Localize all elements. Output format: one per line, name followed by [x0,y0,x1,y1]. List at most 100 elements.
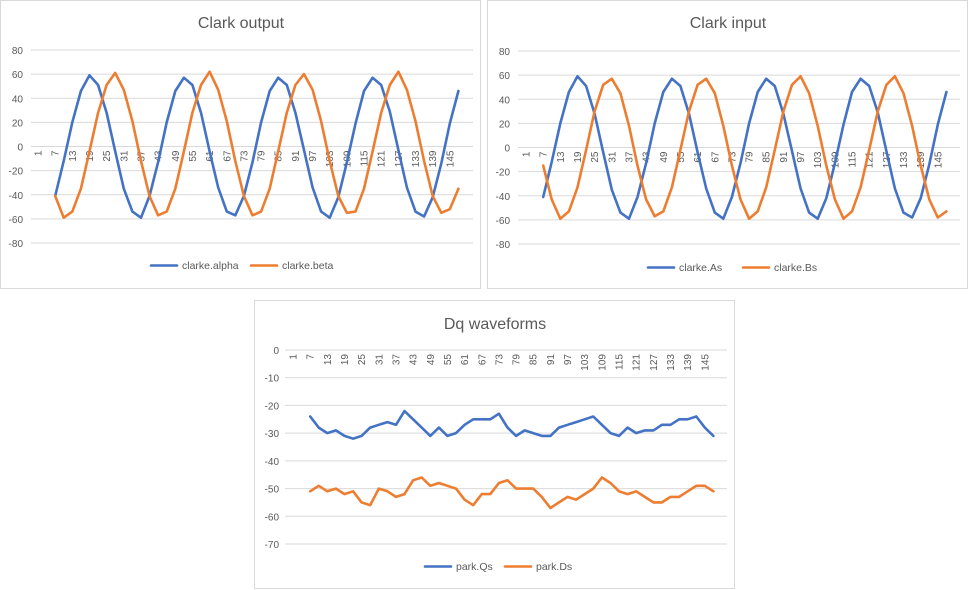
x-tick-label: 67 [710,151,721,163]
y-tick-label: 0 [273,346,279,357]
x-tick-label: 67 [222,150,233,162]
x-tick-label: 145 [933,151,944,168]
x-tick-label: 85 [274,150,285,162]
x-tick-label: 145 [700,354,711,371]
legend-label: park.Qs [456,561,493,573]
y-tick-label: 0 [17,143,23,154]
x-tick-label: 13 [323,354,334,366]
x-tick-label: 55 [676,151,687,163]
y-tick-label: -60 [265,512,280,523]
x-tick-label: 1 [522,151,533,157]
y-tick-label: -70 [265,540,280,551]
series-line-clarke-As [541,75,948,220]
chart-title: Clark input [690,15,767,32]
x-tick-label: 19 [573,151,584,163]
x-tick-label: 73 [239,150,250,162]
x-tick-label: 85 [762,151,773,163]
x-tick-label: 133 [899,151,910,168]
x-tick-label: 31 [607,151,618,163]
x-tick-label: 97 [796,151,807,163]
chart-svg: Clark input 80 60 40 20 0 -20 -40 -60 -80 1 7 13 19 25… [496,15,960,274]
x-tick-label: 25 [102,150,113,162]
x-tick-label: 121 [377,150,388,167]
legend-label: clarke.As [679,262,722,274]
x-tick-label: 79 [257,150,268,162]
x-tick-label: 133 [666,354,677,371]
y-tick-label: 20 [499,119,511,130]
y-tick-label: -40 [265,457,280,468]
x-tick-label: 121 [632,354,643,371]
y-tick-label: 60 [499,71,511,82]
x-tick-label: 37 [391,354,402,366]
series-line-clarke-alpha [53,74,460,219]
x-tick-label: 145 [445,150,456,167]
x-tick-label: 37 [136,150,147,162]
x-tick-label: 139 [428,150,439,167]
x-tick-label: 31 [374,354,385,366]
x-tick-label: 7 [51,150,62,156]
y-tick-label: 80 [12,46,24,57]
y-tick-label: -60 [9,215,24,226]
x-tick-label: 79 [512,354,523,366]
legend-label: park.Ds [536,561,572,573]
y-tick-label: -20 [265,401,280,412]
x-tick-label: 43 [409,354,420,366]
x-tick-label: 7 [539,151,550,157]
y-tick-label: 80 [499,47,511,58]
x-tick-label: 109 [597,354,608,371]
x-tick-label: 139 [916,151,927,168]
y-tick-label: 40 [499,95,511,106]
chart-svg: Dq waveforms 0 -10 -20 -30 -40 -50 -60 -70 1 7 13 19… [265,316,727,573]
chart-clark-input: Clark input 80 60 40 20 0 -20 -40 -60 -80 1 7 13 19 25… [487,0,968,289]
y-tick-label: -20 [9,167,24,178]
x-tick-label: 127 [649,354,660,371]
x-tick-label: 61 [460,354,471,366]
x-tick-label: 103 [813,151,824,168]
x-tick-label: 67 [477,354,488,366]
chart-title: Clark output [198,15,285,32]
series-line-park-Qs [308,409,715,440]
x-tick-label: 55 [443,354,454,366]
x-tick-label: 25 [590,151,601,163]
series-line-park-Ds [308,476,715,510]
x-tick-label: 55 [188,150,199,162]
y-tick-label: -60 [496,216,511,227]
x-tick-label: 1 [34,150,45,156]
x-tick-label: 1 [289,354,300,360]
x-tick-label: 49 [426,354,437,366]
x-tick-label: 31 [119,150,130,162]
legend-label: clarke.beta [282,260,334,272]
chart-clark-output: Clark output 80 60 40 20 0 -20 -40 -60 -80 1 7 13 19 2… [0,0,481,289]
x-tick-label: 13 [556,151,567,163]
x-tick-label: 73 [727,151,738,163]
x-tick-label: 91 [546,354,557,366]
chart-title: Dq waveforms [444,316,546,333]
x-tick-label: 115 [360,150,371,166]
y-tick-label: -80 [496,240,511,251]
y-tick-label: -50 [265,485,280,496]
x-tick-label: 139 [683,354,694,371]
x-tick-label: 13 [68,150,79,162]
legend-label: clarke.Bs [774,262,817,274]
y-tick-label: 40 [12,94,24,105]
x-tick-label: 103 [580,354,591,371]
y-tick-label: 0 [504,144,510,155]
x-tick-label: 19 [340,354,351,366]
y-tick-label: -40 [9,191,24,202]
x-tick-label: 115 [615,354,626,370]
x-tick-label: 79 [745,151,756,163]
legend-label: clarke.alpha [182,260,239,272]
y-tick-label: -30 [265,429,280,440]
series-line-clarke-Bs [541,75,948,220]
x-tick-label: 37 [624,151,635,163]
y-tick-label: -20 [496,168,511,179]
x-tick-label: 103 [325,150,336,167]
x-tick-label: 49 [659,151,670,163]
y-tick-label: 20 [12,118,24,129]
series-line-clarke-beta [53,70,460,219]
x-tick-label: 115 [848,151,859,167]
x-tick-label: 73 [494,354,505,366]
x-tick-label: 25 [357,354,368,366]
y-tick-label: -10 [265,374,280,385]
x-tick-label: 7 [306,354,317,360]
